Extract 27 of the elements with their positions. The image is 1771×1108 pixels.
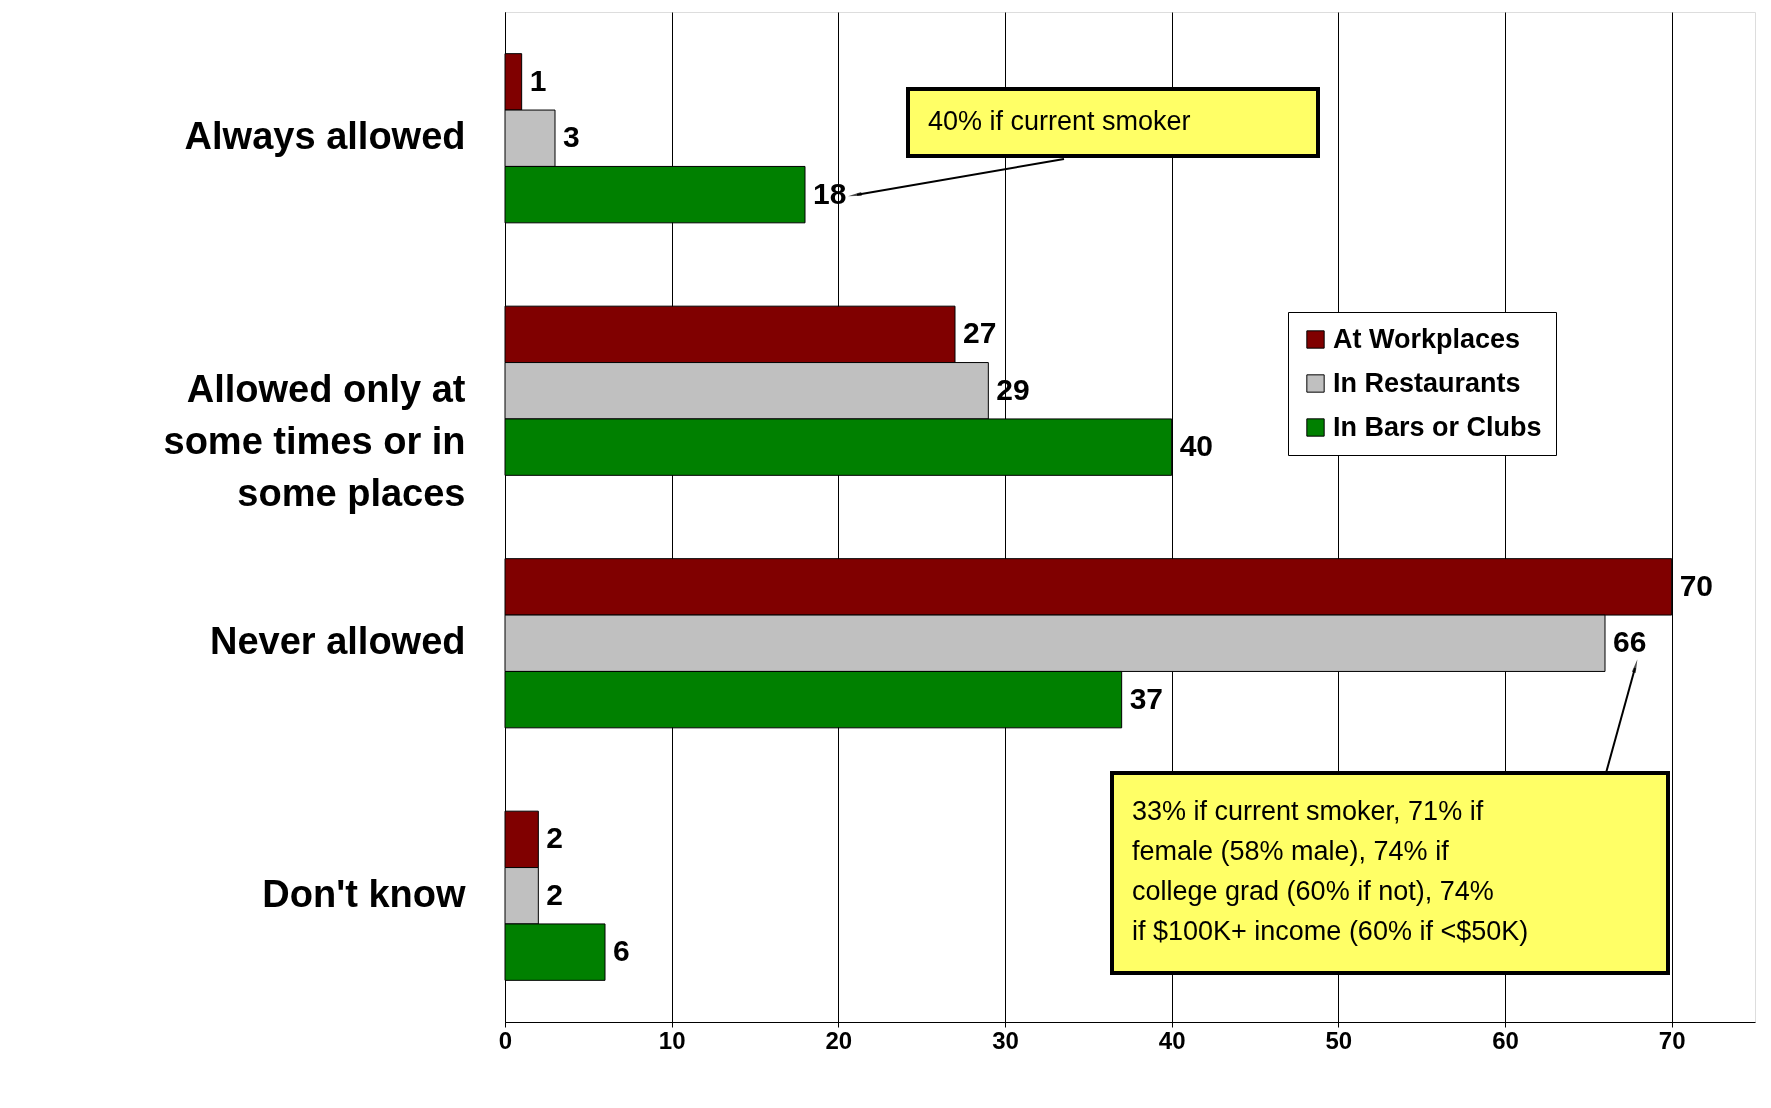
y-tick-label: Never allowed bbox=[209, 620, 466, 663]
legend-label: At Workplaces bbox=[1333, 323, 1521, 354]
data-label: 27 bbox=[963, 316, 997, 350]
annotation: 40% if current smoker bbox=[928, 105, 1191, 136]
x-tick-label: 30 bbox=[992, 1026, 1019, 1054]
data-label: 66 bbox=[1613, 625, 1647, 659]
legend-label: In Bars or Clubs bbox=[1333, 411, 1542, 442]
data-label: 37 bbox=[1129, 681, 1164, 715]
data-label: 40 bbox=[1179, 429, 1214, 463]
y-tick-label: Always allowed bbox=[184, 115, 466, 158]
data-label: 70 bbox=[1679, 568, 1714, 602]
data-label: 2 bbox=[546, 821, 564, 855]
data-label: 2 bbox=[546, 877, 564, 911]
data-label: 1 bbox=[529, 63, 547, 97]
x-tick-label: 20 bbox=[825, 1026, 853, 1054]
x-tick-label: 0 bbox=[498, 1026, 513, 1054]
annotation: 33% if current smoker, 71% if female (58% male), 74% if college grad (60% if not), 74% if $100K+ income (60% if <$50K) bbox=[1132, 796, 1529, 946]
x-tick-label: 60 bbox=[1492, 1026, 1519, 1054]
data-label: 3 bbox=[563, 120, 580, 154]
y-tick-label: Allowed only at some times or in some places bbox=[163, 367, 466, 514]
data-label: 6 bbox=[613, 934, 630, 968]
x-tick-label: 40 bbox=[1158, 1026, 1186, 1054]
legend-label: In Restaurants bbox=[1333, 367, 1521, 398]
x-tick-label: 10 bbox=[658, 1026, 686, 1054]
y-tick-label: Don't know bbox=[262, 872, 466, 915]
x-tick-label: 50 bbox=[1325, 1026, 1353, 1054]
x-tick-label: 70 bbox=[1658, 1026, 1686, 1054]
